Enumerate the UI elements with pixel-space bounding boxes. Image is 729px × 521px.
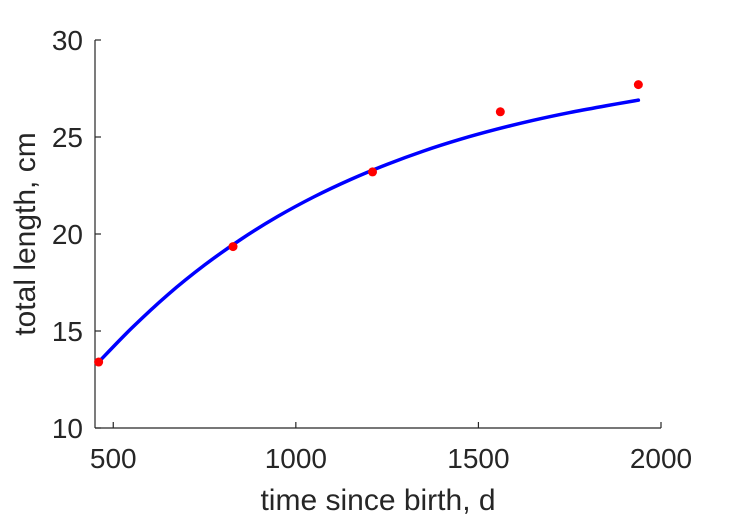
data-point <box>368 167 378 177</box>
fit-curve <box>96 98 641 364</box>
x-tick-label: 1500 <box>447 443 509 474</box>
x-tick-label: 2000 <box>630 443 692 474</box>
data-point <box>228 242 238 252</box>
y-tick-label: 20 <box>52 219 83 250</box>
x-tick-label: 500 <box>90 443 137 474</box>
y-tick-label: 25 <box>52 122 83 153</box>
axis-labels: time since birth, d total length, cm <box>9 132 496 517</box>
data-points-layer <box>94 80 643 367</box>
axes: 10 15 20 25 30 500 1000 1500 2000 <box>52 25 692 474</box>
y-axis-label: total length, cm <box>9 132 42 335</box>
y-tick-label: 15 <box>52 316 83 347</box>
data-point <box>94 357 104 367</box>
fit-curve-layer <box>96 98 641 364</box>
x-axis-label: time since birth, d <box>260 484 495 517</box>
y-tick-label: 30 <box>52 25 83 56</box>
y-tick-label: 10 <box>52 413 83 444</box>
data-point <box>495 107 505 117</box>
data-point <box>633 80 643 90</box>
x-tick-label: 1000 <box>265 443 327 474</box>
